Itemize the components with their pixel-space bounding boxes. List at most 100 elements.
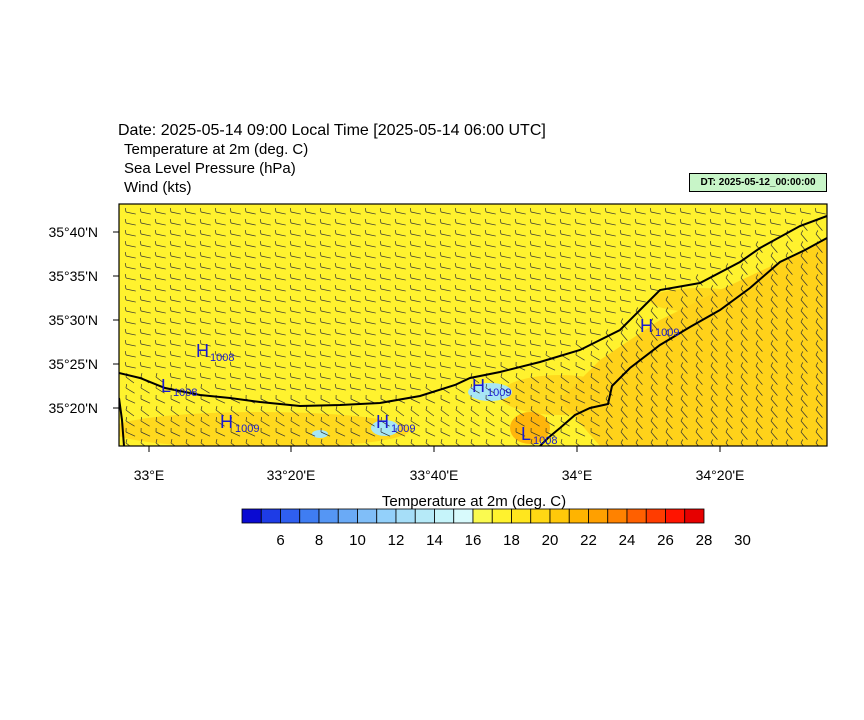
wind-barb (680, 307, 688, 319)
wind-barb (454, 252, 466, 259)
wind-barb (665, 417, 673, 429)
wind-barb (514, 230, 526, 237)
wind-barb (619, 252, 631, 259)
wind-barb (409, 351, 421, 358)
wind-barb (589, 263, 601, 270)
wind-barb (170, 427, 181, 437)
wind-barb (604, 307, 616, 314)
wind-barb (334, 285, 346, 292)
wind-barb (154, 241, 166, 248)
wind-barb (650, 428, 658, 440)
wind-barb (605, 384, 613, 396)
wind-barb (664, 208, 676, 215)
wind-barb (469, 318, 481, 325)
wind-barb (635, 439, 639, 446)
colorbar-swatch (607, 508, 628, 524)
wind-barb (484, 263, 496, 270)
wind-barb (409, 219, 421, 226)
wind-barb (169, 230, 181, 237)
wind-barb (574, 263, 586, 270)
wind-barb (755, 274, 763, 286)
wind-barb (680, 439, 684, 446)
wind-barb (710, 428, 718, 440)
wind-barb (305, 439, 311, 446)
wind-barb (394, 340, 406, 347)
wind-barb (380, 427, 391, 437)
wind-barb (694, 263, 706, 270)
wind-barb (260, 439, 266, 446)
wind-barb (544, 230, 556, 237)
wind-barb (380, 406, 390, 417)
wind-barb (184, 307, 196, 314)
wind-barb (499, 340, 511, 347)
wind-barb (634, 208, 646, 215)
high-pressure-marker: H (220, 412, 233, 432)
wind-barb (229, 252, 241, 259)
wind-barb (229, 373, 241, 380)
wind-barb (680, 351, 688, 363)
wind-barb (139, 230, 151, 237)
map-date-title: Date: 2025-05-14 09:00 Local Time [2025-… (118, 122, 546, 139)
wind-barb (500, 406, 510, 417)
colorbar-tick-label: 14 (426, 532, 443, 549)
wind-barb (139, 219, 151, 226)
wind-barb (559, 340, 571, 347)
wind-barb (559, 318, 571, 325)
wind-barb (244, 307, 256, 314)
wind-barb (424, 230, 436, 237)
wind-barb (620, 351, 628, 363)
wind-barb (560, 373, 570, 384)
wind-barb (665, 406, 673, 418)
wind-barb (575, 427, 586, 437)
pressure-value: 1009 (487, 387, 511, 399)
colorbar-title: Temperature at 2m (deg. C) (382, 493, 566, 510)
wind-barb (124, 208, 136, 215)
wind-barb (274, 373, 286, 380)
wind-barb (574, 307, 586, 314)
wind-barb (815, 373, 823, 385)
wind-barb (755, 296, 763, 308)
wind-barb (575, 361, 586, 371)
wind-barb (545, 406, 555, 417)
wind-barb (635, 351, 643, 363)
colorbar-tick-label: 20 (542, 532, 559, 549)
wind-barb (349, 208, 361, 215)
wind-barb (649, 274, 661, 281)
high-pressure-marker: H (640, 316, 653, 336)
wind-barb (259, 230, 271, 237)
wind-barb (124, 351, 136, 358)
wind-barb (605, 329, 613, 341)
wind-barb (469, 230, 481, 237)
wind-barb (349, 362, 361, 369)
wind-barb (649, 241, 661, 248)
wind-barb (515, 383, 525, 394)
wind-barb (544, 219, 556, 226)
wind-barb (650, 362, 658, 374)
wind-barb (425, 439, 431, 446)
wind-barb (320, 406, 330, 417)
wind-barb (469, 285, 481, 292)
wind-barb (289, 252, 301, 259)
wind-barb (214, 274, 226, 281)
wind-barb (275, 394, 286, 404)
wind-barb (139, 329, 151, 336)
wind-barb (229, 285, 241, 292)
wind-barb (424, 362, 436, 369)
wind-barb (755, 329, 763, 341)
wind-barb (304, 285, 316, 292)
wind-barb (394, 373, 406, 380)
wind-barb (305, 394, 316, 404)
wind-barb (725, 351, 733, 363)
wind-barb (214, 307, 226, 314)
wind-barb (664, 241, 676, 248)
low-pressure-marker: L (161, 376, 171, 396)
wind-barb (529, 285, 541, 292)
wind-barb (394, 263, 406, 270)
wind-barb (244, 329, 256, 336)
wind-barb (785, 417, 793, 429)
wind-barb (334, 230, 346, 237)
wind-barb (454, 285, 466, 292)
wind-barb (409, 362, 421, 369)
wind-barb (169, 274, 181, 281)
wind-barb (695, 428, 703, 440)
